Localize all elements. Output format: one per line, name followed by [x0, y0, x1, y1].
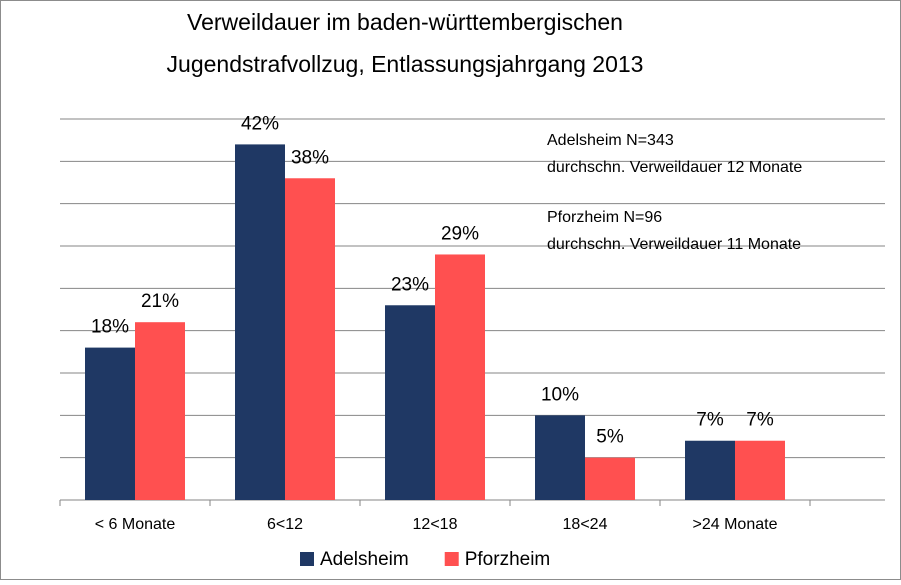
data-label: 5%	[596, 427, 624, 448]
x-tick-label: < 6 Monate	[95, 516, 176, 533]
data-label: 21%	[141, 291, 179, 312]
bar	[435, 254, 485, 500]
data-label: 18%	[91, 317, 129, 338]
x-tick-label: 6<12	[267, 516, 303, 533]
data-label: 7%	[696, 410, 724, 431]
data-label: 38%	[291, 147, 329, 168]
legend-swatch	[444, 552, 459, 566]
x-tick-label: >24 Monate	[693, 516, 778, 533]
legend-swatch	[300, 552, 314, 566]
bar	[285, 178, 335, 500]
annotation: Pforzheim N=96	[547, 209, 662, 226]
legend-label: Adelsheim	[320, 549, 409, 570]
bar	[685, 440, 735, 500]
bar	[85, 347, 135, 500]
chart-title: Verweildauer im baden-württembergischen	[187, 9, 623, 35]
bar	[385, 305, 435, 500]
x-tick-label: 12<18	[413, 516, 458, 533]
data-label: 7%	[746, 410, 774, 431]
bar	[535, 415, 585, 500]
legend-label: Pforzheim	[465, 549, 551, 570]
annotation: Adelsheim N=343	[547, 132, 674, 149]
x-tick-label: 18<24	[563, 516, 608, 533]
chart-title: Jugendstrafvollzug, Entlassungsjahrgang …	[167, 51, 644, 77]
bar	[235, 144, 285, 500]
annotation: durchschn. Verweildauer 12 Monate	[547, 159, 802, 176]
annotation: durchschn. Verweildauer 11 Monate	[547, 236, 801, 253]
data-label: 10%	[541, 384, 579, 405]
bar	[135, 322, 185, 500]
data-label: 29%	[441, 223, 479, 244]
bar	[735, 440, 785, 500]
data-label: 23%	[391, 274, 429, 295]
bar	[585, 457, 635, 500]
data-label: 42%	[241, 113, 279, 134]
